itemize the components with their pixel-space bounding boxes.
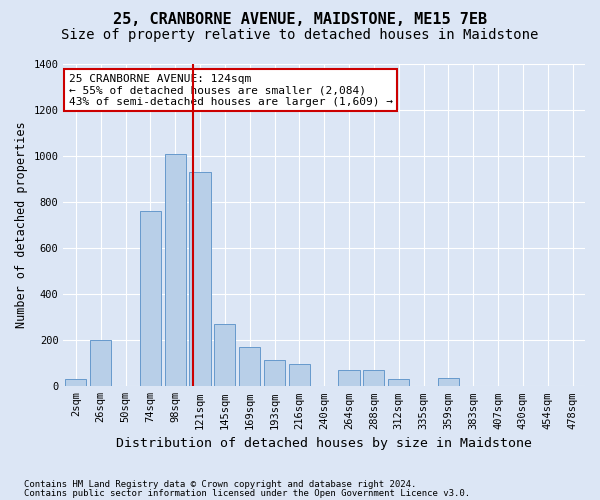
Bar	[190, 172, 211, 386]
Bar	[65, 380, 86, 386]
Bar	[289, 364, 310, 386]
Y-axis label: Number of detached properties: Number of detached properties	[15, 122, 28, 328]
Text: Size of property relative to detached houses in Maidstone: Size of property relative to detached ho…	[61, 28, 539, 42]
Text: Contains public sector information licensed under the Open Government Licence v3: Contains public sector information licen…	[24, 489, 470, 498]
Text: 25, CRANBORNE AVENUE, MAIDSTONE, ME15 7EB: 25, CRANBORNE AVENUE, MAIDSTONE, ME15 7E…	[113, 12, 487, 28]
Bar	[264, 360, 285, 386]
Text: 25 CRANBORNE AVENUE: 124sqm
← 55% of detached houses are smaller (2,084)
43% of : 25 CRANBORNE AVENUE: 124sqm ← 55% of det…	[68, 74, 392, 107]
Bar	[140, 212, 161, 386]
Bar	[90, 340, 111, 386]
Bar	[338, 370, 359, 386]
Bar	[164, 154, 186, 386]
Text: Contains HM Land Registry data © Crown copyright and database right 2024.: Contains HM Land Registry data © Crown c…	[24, 480, 416, 489]
Bar	[239, 347, 260, 387]
X-axis label: Distribution of detached houses by size in Maidstone: Distribution of detached houses by size …	[116, 437, 532, 450]
Bar	[364, 370, 385, 386]
Bar	[388, 380, 409, 386]
Bar	[438, 378, 459, 386]
Bar	[214, 324, 235, 386]
